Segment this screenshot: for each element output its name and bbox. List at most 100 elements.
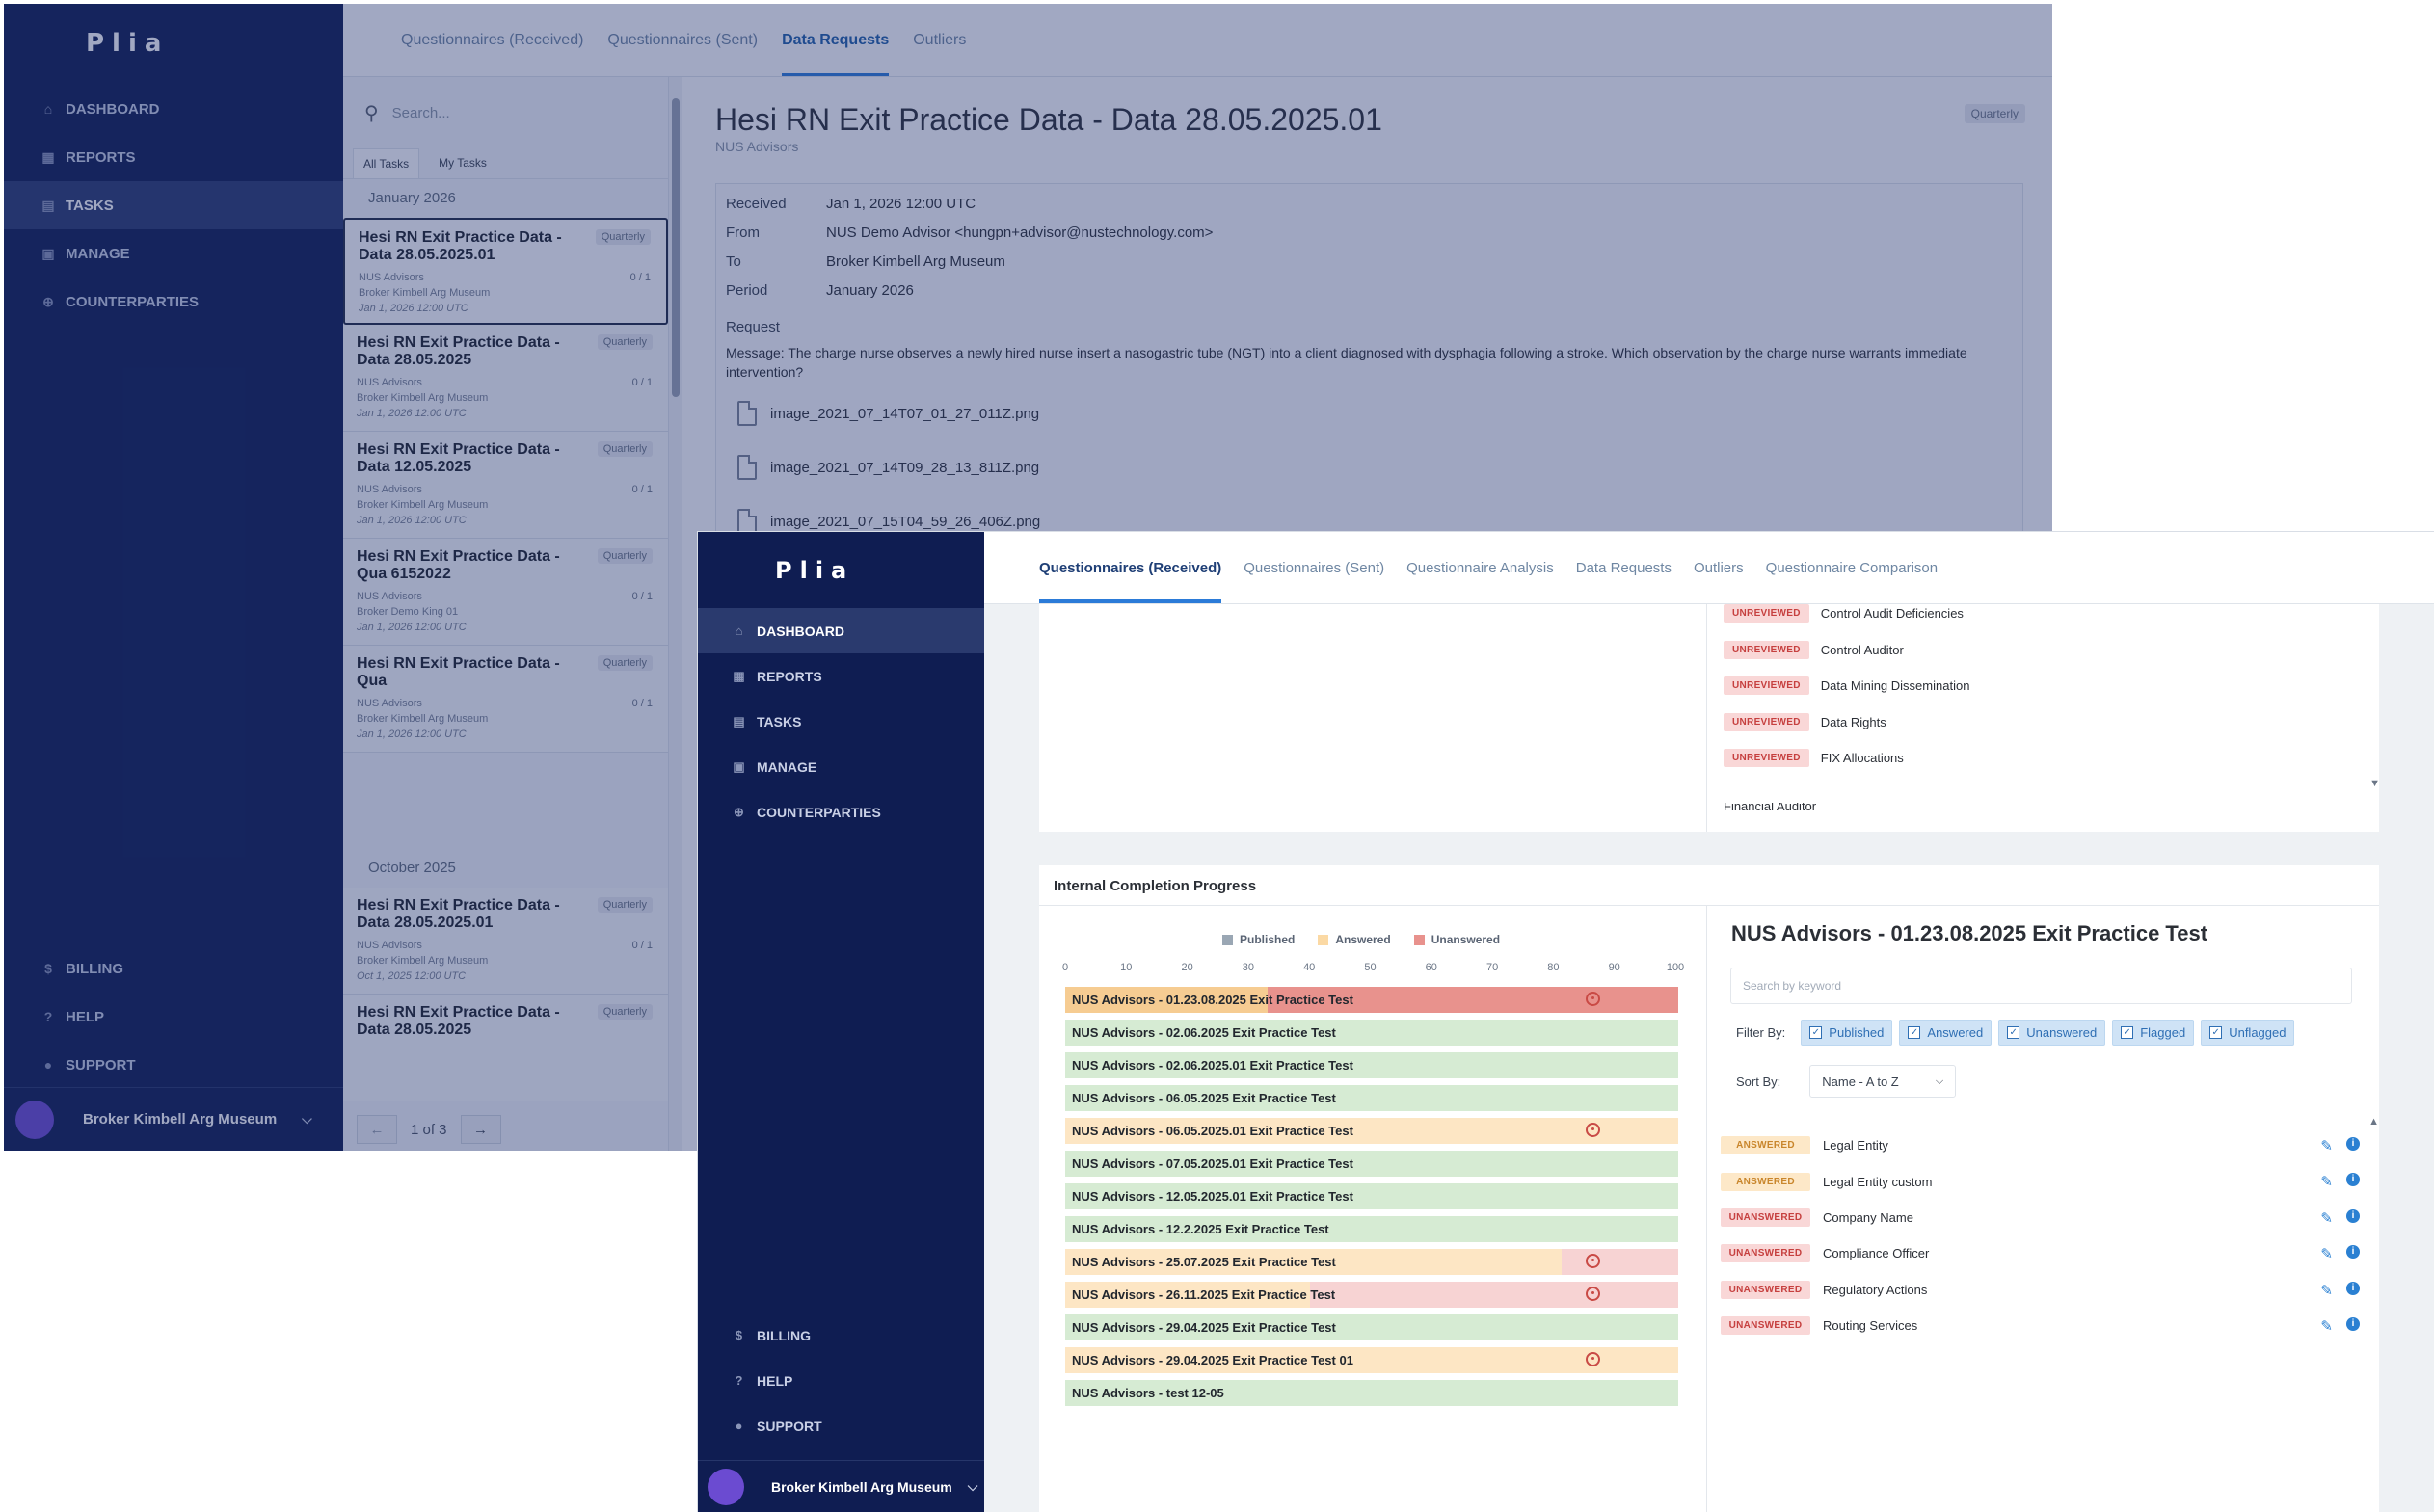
filter-chip-published[interactable]: ✓ Published [1801, 1020, 1893, 1046]
info-icon[interactable]: i [2346, 1208, 2360, 1223]
task-title: Hesi RN Exit Practice Data - Qua 6152022 [357, 548, 560, 582]
chart-bar[interactable]: NUS Advisors - 02.06.2025.01 Exit Practi… [1065, 1052, 1678, 1078]
chart-bar[interactable]: NUS Advisors - 07.05.2025.01 Exit Practi… [1065, 1151, 1678, 1177]
prev-page-button[interactable]: ← [357, 1115, 397, 1144]
nav-item-help[interactable]: ? HELP [698, 1358, 984, 1403]
tab-outliers[interactable]: Outliers [1693, 560, 1744, 576]
nav-item-support[interactable]: ● SUPPORT [698, 1403, 984, 1448]
nav-item-dashboard[interactable]: ⌂ DASHBOARD [698, 608, 984, 653]
filter-chip-unflagged[interactable]: ✓ Unflagged [2201, 1020, 2295, 1046]
status-row[interactable]: UNREVIEWED FIX Allocations [1724, 749, 1904, 767]
edit-icon[interactable]: ✎ [2320, 1246, 2333, 1263]
nav-item-billing[interactable]: $ BILLING [698, 1313, 984, 1358]
task-search[interactable]: ⚲ Search... [343, 77, 668, 148]
task-card[interactable]: Hesi RN Exit Practice Data - Data 28.05.… [343, 888, 668, 995]
subtab-all-tasks[interactable]: All Tasks [353, 148, 420, 178]
nav-item-support[interactable]: ● SUPPORT [4, 1041, 343, 1089]
task-card[interactable]: Hesi RN Exit Practice Data - Data 28.05.… [343, 325, 668, 432]
bar-segment-answered [1065, 1282, 1311, 1308]
user-menu[interactable]: Broker Kimbell Arg Museum ⌵ [698, 1460, 984, 1512]
nav-item-help[interactable]: ? HELP [4, 993, 343, 1041]
task-card[interactable]: Hesi RN Exit Practice Data - Qua Quarterl… [343, 646, 668, 753]
edit-icon[interactable]: ✎ [2320, 1138, 2333, 1154]
status-row[interactable]: UNREVIEWED Data Mining Dissemination [1724, 676, 1969, 695]
nav-item-reports[interactable]: ▦ REPORTS [698, 653, 984, 699]
chart-bar[interactable]: NUS Advisors - 06.05.2025 Exit Practice … [1065, 1085, 1678, 1111]
attachment-link[interactable]: image_2021_07_15T04_59_26_406Z.png [726, 509, 2013, 534]
dollar-icon: $ [44, 961, 52, 976]
task-card[interactable]: Hesi RN Exit Practice Data - Data 12.05.… [343, 432, 668, 539]
info-icon[interactable]: i [2346, 1316, 2360, 1331]
nav-item-counterparties[interactable]: ⊕ COUNTERPARTIES [698, 789, 984, 835]
edit-icon[interactable]: ✎ [2320, 1209, 2333, 1227]
tab-data-requests[interactable]: Data Requests [782, 32, 890, 76]
scroll-down-icon[interactable]: ▼ [2369, 778, 2380, 789]
info-icon[interactable]: i [2346, 1281, 2360, 1295]
nav-item-billing[interactable]: $ BILLING [4, 944, 343, 993]
question-row[interactable]: UNANSWERED Routing Services ✎ i [1721, 1308, 2360, 1343]
status-row[interactable]: UNREVIEWED Data Rights [1724, 712, 1886, 731]
tab-questionnaire-analysis[interactable]: Questionnaire Analysis [1406, 560, 1554, 576]
next-page-button[interactable]: → [460, 1115, 501, 1144]
user-menu[interactable]: Broker Kimbell Arg Museum ⌵ [4, 1087, 343, 1151]
filter-chip-flagged[interactable]: ✓ Flagged [2112, 1020, 2195, 1046]
task-card[interactable]: Hesi RN Exit Practice Data - Data 28.05.… [343, 995, 668, 1101]
tab-questionnaire-comparison[interactable]: Questionnaire Comparison [1765, 560, 1939, 576]
info-icon[interactable]: i [2346, 1173, 2360, 1187]
chart-bar[interactable]: NUS Advisors - 12.2.2025 Exit Practice T… [1065, 1216, 1678, 1242]
question-row[interactable]: ANSWERED Legal Entity custom ✎ i [1721, 1163, 2360, 1199]
legend-label: Unanswered [1431, 933, 1501, 946]
status-row[interactable]: Financial Auditor [1724, 803, 1816, 810]
task-title: Hesi RN Exit Practice Data - Data 12.05.… [357, 441, 560, 475]
task-card[interactable]: Hesi RN Exit Practice Data - Data 28.05.… [343, 218, 668, 325]
task-list-scrollbar[interactable] [669, 77, 682, 1151]
edit-icon[interactable]: ✎ [2320, 1174, 2333, 1191]
nav-item-manage[interactable]: ▣ MANAGE [698, 744, 984, 789]
status-row[interactable]: UNREVIEWED Control Auditor [1724, 640, 1904, 659]
nav-item-counterparties[interactable]: ⊕ COUNTERPARTIES [4, 278, 343, 326]
tab-questionnaires-received[interactable]: Questionnaires (Received) [401, 32, 584, 48]
tab-data-requests[interactable]: Data Requests [1575, 560, 1672, 576]
scrollbar-thumb[interactable] [672, 98, 680, 397]
attachment-link[interactable]: image_2021_07_14T09_28_13_811Z.png [726, 455, 2013, 480]
attachment-link[interactable]: image_2021_07_14T07_01_27_011Z.png [726, 401, 2013, 426]
keyword-search-input[interactable]: Search by keyword [1730, 968, 2352, 1004]
chart-bar[interactable]: NUS Advisors - 29.04.2025 Exit Practice … [1065, 1347, 1678, 1373]
question-row[interactable]: ANSWERED Legal Entity ✎ i [1721, 1127, 2360, 1163]
nav-item-tasks[interactable]: ▤ TASKS [4, 181, 343, 229]
field-label: Period [726, 282, 768, 299]
tab-questionnaires-sent[interactable]: Questionnaires (Sent) [607, 32, 759, 48]
filter-chip-answered[interactable]: ✓ Answered [1899, 1020, 1993, 1046]
tab-outliers[interactable]: Outliers [913, 32, 967, 48]
edit-icon[interactable]: ✎ [2320, 1282, 2333, 1299]
status-row[interactable]: UNREVIEWED Control Audit Deficiencies [1724, 604, 1964, 623]
search-input[interactable]: Search... [391, 104, 450, 121]
info-icon[interactable]: i [2346, 1245, 2360, 1260]
chart-bar[interactable]: NUS Advisors - 06.05.2025.01 Exit Practi… [1065, 1118, 1678, 1144]
info-icon[interactable]: i [2346, 1137, 2360, 1151]
tab-questionnaires-sent[interactable]: Questionnaires (Sent) [1244, 560, 1385, 576]
question-row[interactable]: UNANSWERED Regulatory Actions ✎ i [1721, 1272, 2360, 1308]
nav-item-reports[interactable]: ▦ REPORTS [4, 133, 343, 181]
bar-label: NUS Advisors - 02.06.2025 Exit Practice … [1072, 1025, 1336, 1040]
sort-select[interactable]: Name - A to Z ⌵ [1809, 1065, 1957, 1098]
chart-bar[interactable]: NUS Advisors - 02.06.2025 Exit Practice … [1065, 1020, 1678, 1046]
filter-chip-unanswered[interactable]: ✓ Unanswered [1998, 1020, 2106, 1046]
chart-bar[interactable]: NUS Advisors - test 12-05 [1065, 1380, 1678, 1406]
tab-questionnaires-received[interactable]: Questionnaires (Received) [1039, 560, 1222, 603]
scroll-up-icon[interactable]: ▲ [2368, 1116, 2379, 1127]
subtab-my-tasks[interactable]: My Tasks [439, 156, 487, 170]
edit-icon[interactable]: ✎ [2320, 1317, 2333, 1335]
nav-item-dashboard[interactable]: ⌂ DASHBOARD [4, 85, 343, 133]
question-row[interactable]: UNANSWERED Compliance Officer ✎ i [1721, 1235, 2360, 1271]
question-row[interactable]: UNANSWERED Company Name ✎ i [1721, 1200, 2360, 1235]
nav-item-manage[interactable]: ▣ MANAGE [4, 229, 343, 278]
bar-segment-complete [1065, 1085, 1678, 1111]
chart-bar[interactable]: NUS Advisors - 01.23.08.2025 Exit Practi… [1065, 987, 1678, 1013]
nav-item-tasks[interactable]: ▤ TASKS [698, 699, 984, 744]
chart-bar[interactable]: NUS Advisors - 25.07.2025 Exit Practice … [1065, 1249, 1678, 1275]
chart-bar[interactable]: NUS Advisors - 29.04.2025 Exit Practice … [1065, 1314, 1678, 1340]
task-card[interactable]: Hesi RN Exit Practice Data - Qua 6152022… [343, 539, 668, 646]
chart-bar[interactable]: NUS Advisors - 26.11.2025 Exit Practice … [1065, 1282, 1678, 1308]
chart-bar[interactable]: NUS Advisors - 12.05.2025.01 Exit Practi… [1065, 1183, 1678, 1209]
